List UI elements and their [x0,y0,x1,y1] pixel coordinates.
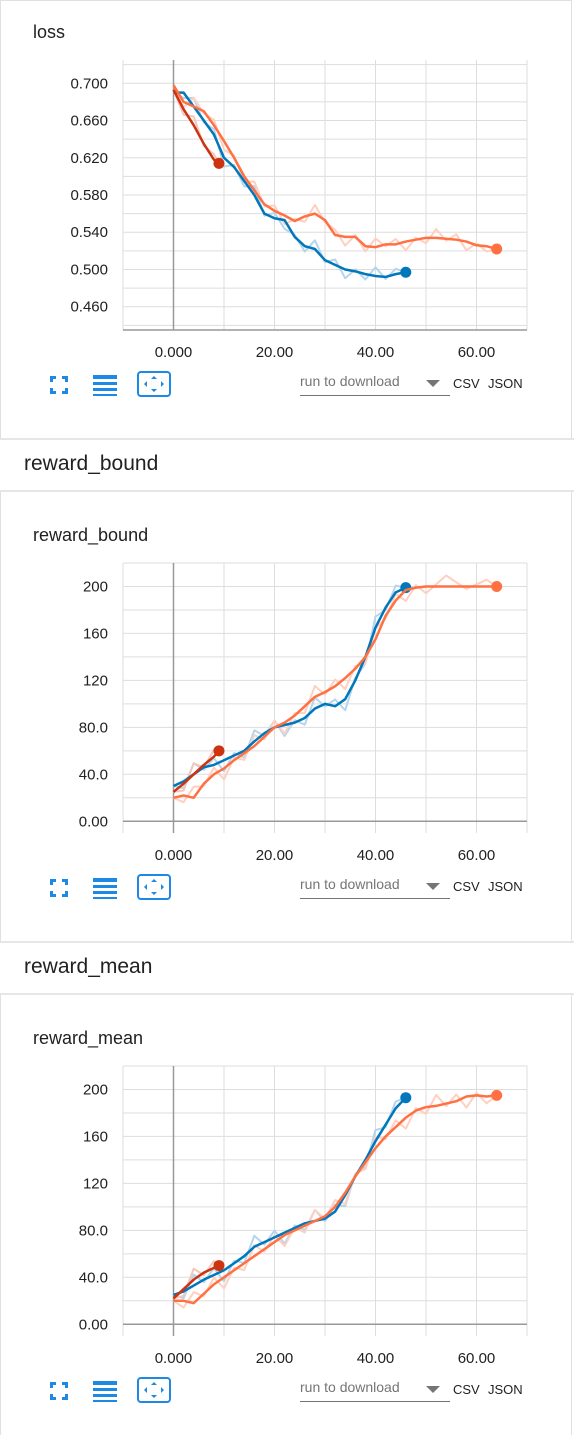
series-end-point [491,1090,502,1101]
series-end-point [400,1092,411,1103]
x-tick-label: 60.00 [458,847,496,864]
json-link[interactable]: JSON [488,1382,523,1397]
series-end-point [213,1260,224,1271]
csv-link[interactable]: CSV [453,879,480,894]
chart-toolbar: run to download CSV JSON [0,1371,574,1421]
x-tick-label: 0.000 [155,1350,193,1367]
group-header-reward-mean[interactable]: reward_mean [0,941,574,995]
group-header-reward-bound[interactable]: reward_bound [0,438,574,492]
csv-link[interactable]: CSV [453,376,480,391]
y-tick-label: 0.620 [70,150,108,167]
series-end-point [491,244,502,255]
y-tick-label: 200 [83,578,108,595]
chart-toolbar: run to download CSV JSON [0,868,574,918]
expand-chart-icon[interactable] [137,371,171,397]
dropdown-arrow-icon [426,1386,440,1393]
x-tick-label: 40.00 [357,344,395,361]
toggle-log-icon[interactable] [93,876,117,900]
x-tick-label: 60.00 [458,1350,496,1367]
y-tick-label: 120 [83,672,108,689]
y-tick-label: 120 [83,1175,108,1192]
chart-title: reward_mean [33,1028,143,1049]
y-tick-label: 0.700 [70,75,108,92]
run-to-download-select[interactable]: run to download [300,365,450,396]
y-tick-label: 40.0 [79,1269,108,1286]
y-tick-label: 0.580 [70,187,108,204]
series-end-point [213,158,224,169]
y-tick-label: 0.500 [70,261,108,278]
group-title: reward_bound [24,452,158,476]
chart-toolbar: run to download CSV JSON [0,365,574,415]
run-to-download-select[interactable]: run to download [300,1371,450,1402]
x-tick-label: 20.00 [256,344,294,361]
x-tick-label: 0.000 [155,847,193,864]
x-tick-label: 40.00 [357,847,395,864]
fit-to-data-icon[interactable] [47,876,71,900]
series-end-point [213,745,224,756]
toggle-log-icon[interactable] [93,373,117,397]
dropdown-arrow-icon [426,883,440,890]
run-to-download-placeholder: run to download [300,1379,400,1395]
csv-link[interactable]: CSV [453,1382,480,1397]
y-tick-label: 80.0 [79,1222,108,1239]
x-tick-label: 0.000 [155,344,193,361]
y-tick-label: 40.0 [79,766,108,783]
series-raw-line [174,1093,497,1308]
y-tick-label: 160 [83,625,108,642]
y-tick-label: 160 [83,1128,108,1145]
x-tick-label: 20.00 [256,847,294,864]
x-tick-label: 60.00 [458,344,496,361]
series-end-point [491,581,502,592]
series-raw-line [174,85,497,251]
x-tick-label: 20.00 [256,1350,294,1367]
y-tick-label: 0.460 [70,299,108,316]
y-tick-label: 0.540 [70,224,108,241]
toggle-log-icon[interactable] [93,1379,117,1403]
chart-title: reward_bound [33,525,148,546]
series-line [174,1098,406,1295]
run-to-download-placeholder: run to download [300,876,400,892]
json-link[interactable]: JSON [488,879,523,894]
series-end-point [400,267,411,278]
y-tick-label: 0.00 [79,813,108,830]
y-tick-label: 80.0 [79,719,108,736]
y-tick-label: 200 [83,1081,108,1098]
run-to-download-select[interactable]: run to download [300,868,450,899]
json-link[interactable]: JSON [488,376,523,391]
group-title: reward_mean [24,955,152,979]
series-line [174,586,497,797]
series-line [174,588,406,786]
chart-title: loss [33,22,65,43]
x-tick-label: 40.00 [357,1350,395,1367]
expand-chart-icon[interactable] [137,1377,171,1403]
y-tick-label: 0.660 [70,113,108,130]
dropdown-arrow-icon [426,380,440,387]
fit-to-data-icon[interactable] [47,373,71,397]
run-to-download-placeholder: run to download [300,373,400,389]
loss-chart[interactable]: 0.4600.5000.5400.5800.6200.6600.7000.000… [0,50,574,350]
expand-chart-icon[interactable] [137,874,171,900]
fit-to-data-icon[interactable] [47,1379,71,1403]
y-tick-label: 0.00 [79,1316,108,1333]
